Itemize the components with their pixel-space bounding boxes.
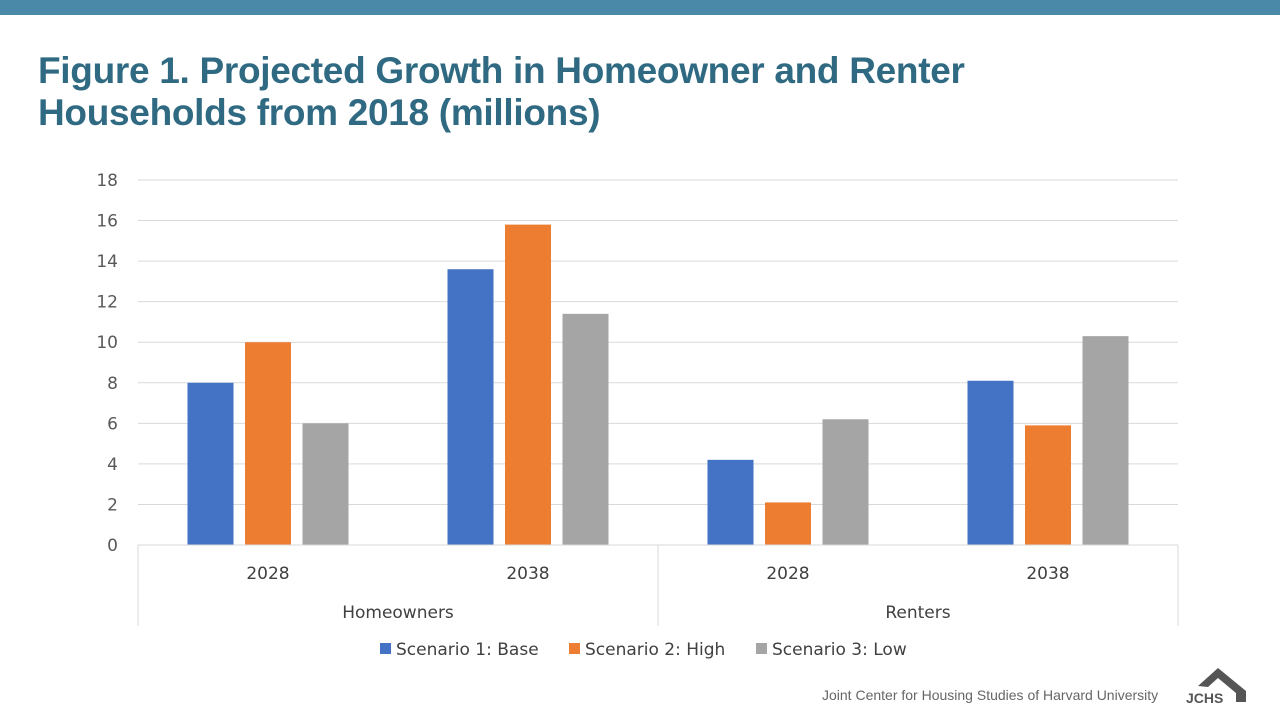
bar bbox=[302, 423, 349, 545]
y-tick-label: 16 bbox=[96, 212, 118, 232]
legend-swatch bbox=[569, 643, 580, 654]
x-category-label: 2028 bbox=[766, 564, 809, 584]
x-category-label: 2038 bbox=[1026, 564, 1069, 584]
bar bbox=[822, 419, 869, 545]
bar bbox=[1082, 336, 1129, 545]
legend-label: Scenario 3: Low bbox=[772, 640, 907, 660]
bar bbox=[1025, 425, 1071, 545]
top-accent-bar bbox=[0, 0, 1280, 15]
bar bbox=[765, 502, 811, 545]
legend: Scenario 1: Base Scenario 2: High Scenario… bbox=[380, 640, 907, 660]
x-group-label: Homeowners bbox=[342, 603, 454, 623]
legend-label: Scenario 1: Base bbox=[396, 640, 539, 660]
bar bbox=[245, 342, 291, 545]
x-category-label: 2038 bbox=[506, 564, 549, 584]
y-tick-label: 6 bbox=[107, 414, 118, 434]
logo-text: JCHS bbox=[1186, 690, 1223, 706]
x-group-label: Renters bbox=[885, 603, 950, 623]
bar bbox=[967, 380, 1014, 545]
chart-title: Figure 1. Projected Growth in Homeowner … bbox=[38, 50, 965, 133]
x-category-label: 2028 bbox=[246, 564, 289, 584]
legend-swatch bbox=[756, 643, 767, 654]
gridlines bbox=[138, 179, 1178, 505]
bars bbox=[187, 224, 1129, 545]
bar bbox=[505, 224, 551, 545]
y-tick-label: 4 bbox=[107, 455, 118, 475]
y-tick-label: 14 bbox=[96, 252, 118, 272]
legend-label: Scenario 2: High bbox=[585, 640, 725, 660]
source-footer: Joint Center for Housing Studies of Harv… bbox=[822, 687, 1159, 703]
x-axis: 2028 2038 2028 2038 Homeowners Renters bbox=[137, 544, 1179, 626]
legend-swatch bbox=[380, 643, 391, 654]
y-tick-label: 2 bbox=[107, 495, 118, 515]
y-tick-label: 10 bbox=[96, 333, 118, 353]
y-tick-label: 8 bbox=[107, 374, 118, 394]
y-tick-label: 12 bbox=[96, 293, 118, 313]
bar bbox=[562, 313, 609, 545]
house-icon: JCHS bbox=[1186, 668, 1246, 706]
bar bbox=[187, 382, 234, 545]
bar bbox=[707, 459, 754, 545]
bar bbox=[447, 269, 494, 545]
y-tick-label: 0 bbox=[107, 536, 118, 556]
jchs-logo: JCHS bbox=[1180, 666, 1250, 711]
y-axis-ticks: 0 2 4 6 8 10 12 14 16 18 bbox=[96, 171, 118, 556]
y-tick-label: 18 bbox=[96, 171, 118, 191]
